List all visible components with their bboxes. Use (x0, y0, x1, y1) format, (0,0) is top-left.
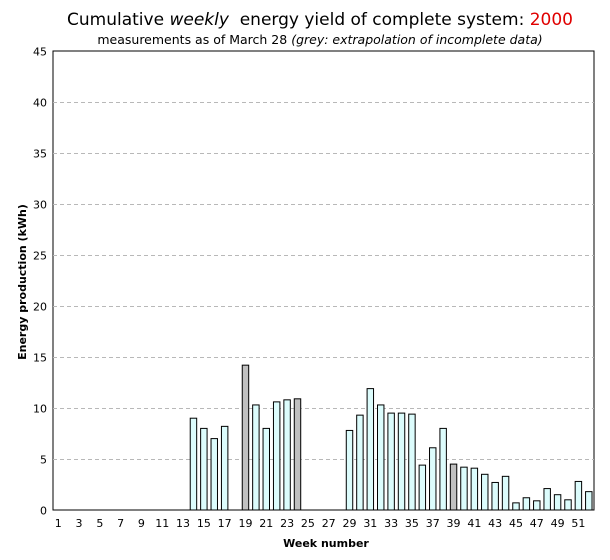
bar (408, 413, 416, 511)
bar (200, 427, 208, 511)
y-tick-label: 15 (33, 352, 47, 365)
bar (439, 427, 447, 511)
x-tick-label: 37 (426, 517, 440, 530)
x-tick-label: 23 (280, 517, 294, 530)
bar (512, 502, 520, 511)
bar (377, 404, 385, 511)
x-tick-label: 7 (117, 517, 124, 530)
bar (470, 467, 479, 511)
title-emphasis: weekly (169, 10, 229, 30)
bar (272, 401, 281, 511)
title-middle: energy yield of complete system: (239, 10, 525, 30)
x-tick-label: 5 (96, 517, 103, 530)
title-year: 2000 (529, 10, 573, 30)
y-tick-labels: 0 5 10 15 20 25 30 35 40 45 (33, 46, 47, 518)
bar-extrapolated (293, 398, 302, 511)
bars (189, 364, 593, 511)
bar (460, 466, 468, 511)
bar (387, 412, 395, 511)
plot-area (52, 50, 595, 511)
bar (574, 480, 583, 511)
x-tick-label: 21 (259, 517, 273, 530)
bar (220, 425, 229, 511)
bar (252, 404, 260, 511)
bar (345, 429, 354, 511)
x-tick-label: 25 (301, 517, 315, 530)
x-tick-label: 27 (322, 517, 336, 530)
bar (543, 488, 551, 511)
bar (522, 497, 531, 511)
x-tick-label: 35 (405, 517, 419, 530)
bar (533, 500, 541, 511)
title-prefix: Cumulative (67, 10, 165, 30)
bar (210, 438, 218, 511)
chart-title: Cumulative weekly energy yield of comple… (0, 10, 610, 30)
x-tick-label: 33 (384, 517, 398, 530)
x-tick-label: 9 (138, 517, 145, 530)
bar (553, 494, 562, 511)
x-tick-label: 19 (238, 517, 252, 530)
x-tick-label: 29 (343, 517, 357, 530)
bar (262, 427, 270, 511)
x-tick-label: 31 (363, 517, 377, 530)
x-tick-label: 13 (176, 517, 190, 530)
bar (397, 412, 406, 511)
y-tick-label: 5 (40, 454, 47, 467)
subtitle-text: measurements as of March 28 (97, 32, 288, 47)
y-tick-label: 10 (33, 403, 47, 416)
y-tick-label: 35 (33, 148, 47, 161)
bar (491, 481, 499, 511)
chart-subtitle: measurements as of March 28 (grey: extra… (0, 32, 610, 47)
subtitle-note: (grey: extrapolation of incomplete data) (291, 32, 543, 47)
x-axis-label: Week number (283, 537, 369, 550)
x-tick-label: 17 (218, 517, 232, 530)
x-tick-label: 47 (530, 517, 544, 530)
y-tick-label: 45 (33, 46, 47, 59)
bar (418, 464, 427, 511)
y-tick-label: 40 (33, 97, 47, 110)
bar (189, 417, 198, 511)
x-tick-label: 49 (551, 517, 565, 530)
x-tick-label: 11 (155, 517, 169, 530)
y-tick-label: 25 (33, 250, 47, 263)
bar-extrapolated (449, 463, 458, 511)
bar (585, 491, 593, 511)
bar (356, 414, 364, 511)
bar (429, 447, 437, 511)
x-tick-label: 43 (488, 517, 502, 530)
bar (366, 388, 375, 511)
y-axis-label: Energy production (kWh) (16, 204, 29, 360)
bar (564, 499, 572, 511)
bar (481, 473, 489, 511)
bar-extrapolated (241, 364, 250, 511)
bar (501, 475, 510, 511)
y-tick-label: 0 (40, 505, 47, 518)
x-tick-label: 45 (509, 517, 523, 530)
bar (283, 399, 291, 511)
x-tick-label: 15 (197, 517, 211, 530)
x-tick-label: 41 (467, 517, 481, 530)
x-tick-label: 3 (76, 517, 83, 530)
x-tick-label: 1 (55, 517, 62, 530)
x-tick-labels: 1 3 5 7 9 11 13 15 17 19 21 23 25 27 29 31 33 35 37 39 41 43 4… (55, 517, 586, 530)
gridlines (53, 102, 594, 460)
y-tick-label: 20 (33, 301, 47, 314)
x-tick-label: 39 (447, 517, 461, 530)
x-tick-label: 51 (571, 517, 585, 530)
y-tick-label: 30 (33, 199, 47, 212)
